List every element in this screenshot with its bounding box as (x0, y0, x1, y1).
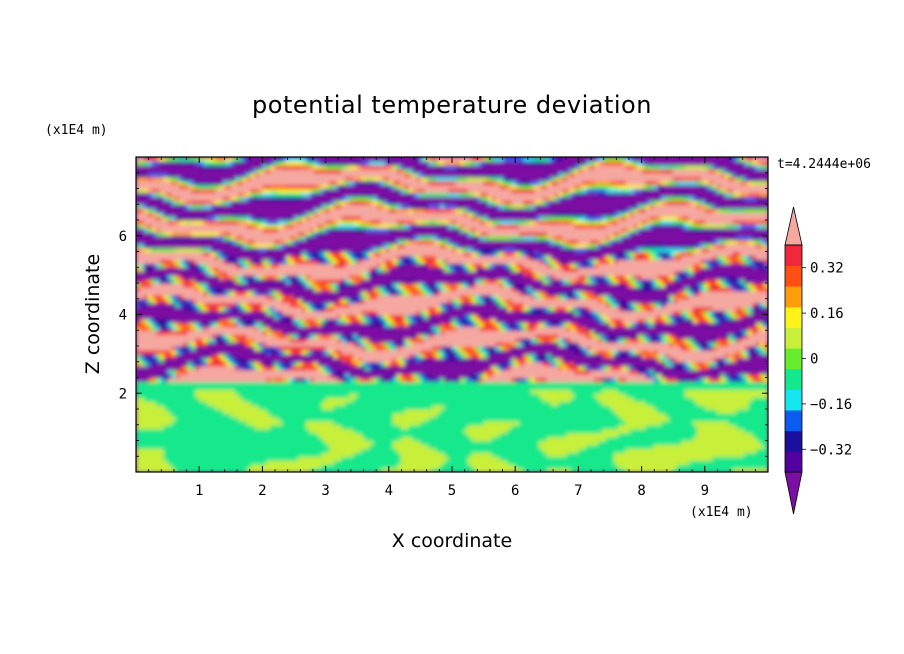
colorbar-band (785, 368, 802, 390)
colorbar-extend-top (784, 206, 803, 246)
colorbar-band (785, 327, 802, 349)
x-tick-label: 7 (574, 483, 582, 499)
colorbar-band (785, 410, 802, 432)
y-tick-label: 6 (119, 229, 127, 245)
x-tick-label: 5 (448, 483, 456, 499)
colorbar-band (785, 286, 802, 308)
colorbar-band (785, 389, 802, 411)
x-tick-label: 6 (511, 483, 519, 499)
colorbar-band (785, 348, 802, 370)
y-axis-unit: (x1E4 m) (45, 123, 108, 138)
x-tick-label: 4 (385, 483, 393, 499)
y-tick-label: 4 (119, 308, 127, 324)
colorbar-tick-label: −0.32 (810, 442, 852, 458)
x-tick-label: 1 (195, 483, 203, 499)
x-tick-label: 2 (258, 483, 266, 499)
x-axis-unit: (x1E4 m) (690, 505, 753, 520)
colorbar-band (785, 265, 802, 287)
colorbar-tick-label: 0 (810, 352, 818, 368)
colorbar-band (785, 430, 802, 452)
time-stamp: t=4.2444e+06 (777, 157, 871, 172)
x-tick-label: 8 (637, 483, 645, 499)
colorbar-tick-label: −0.16 (810, 397, 852, 413)
x-axis: 1 2 3 4 5 6 7 8 9 (148, 157, 756, 499)
y-axis: 2 4 6 (119, 172, 768, 457)
y-axis-label: Z coordinate (82, 254, 104, 374)
colorbar: 0.32 0.16 0 −0.16 −0.32 (784, 206, 852, 515)
contour-field (136, 157, 768, 472)
x-tick-label: 9 (701, 483, 709, 499)
x-axis-label: X coordinate (392, 530, 512, 552)
colorbar-band (785, 245, 802, 267)
chart-title: potential temperature deviation (252, 91, 652, 119)
colorbar-band (785, 451, 802, 473)
x-tick-label: 3 (321, 483, 329, 499)
colorbar-extend-bottom (784, 471, 803, 515)
colorbar-band (785, 306, 802, 328)
colorbar-tick-label: 0.32 (810, 261, 844, 277)
y-tick-label: 2 (119, 386, 127, 402)
colorbar-tick-label: 0.16 (810, 306, 844, 322)
